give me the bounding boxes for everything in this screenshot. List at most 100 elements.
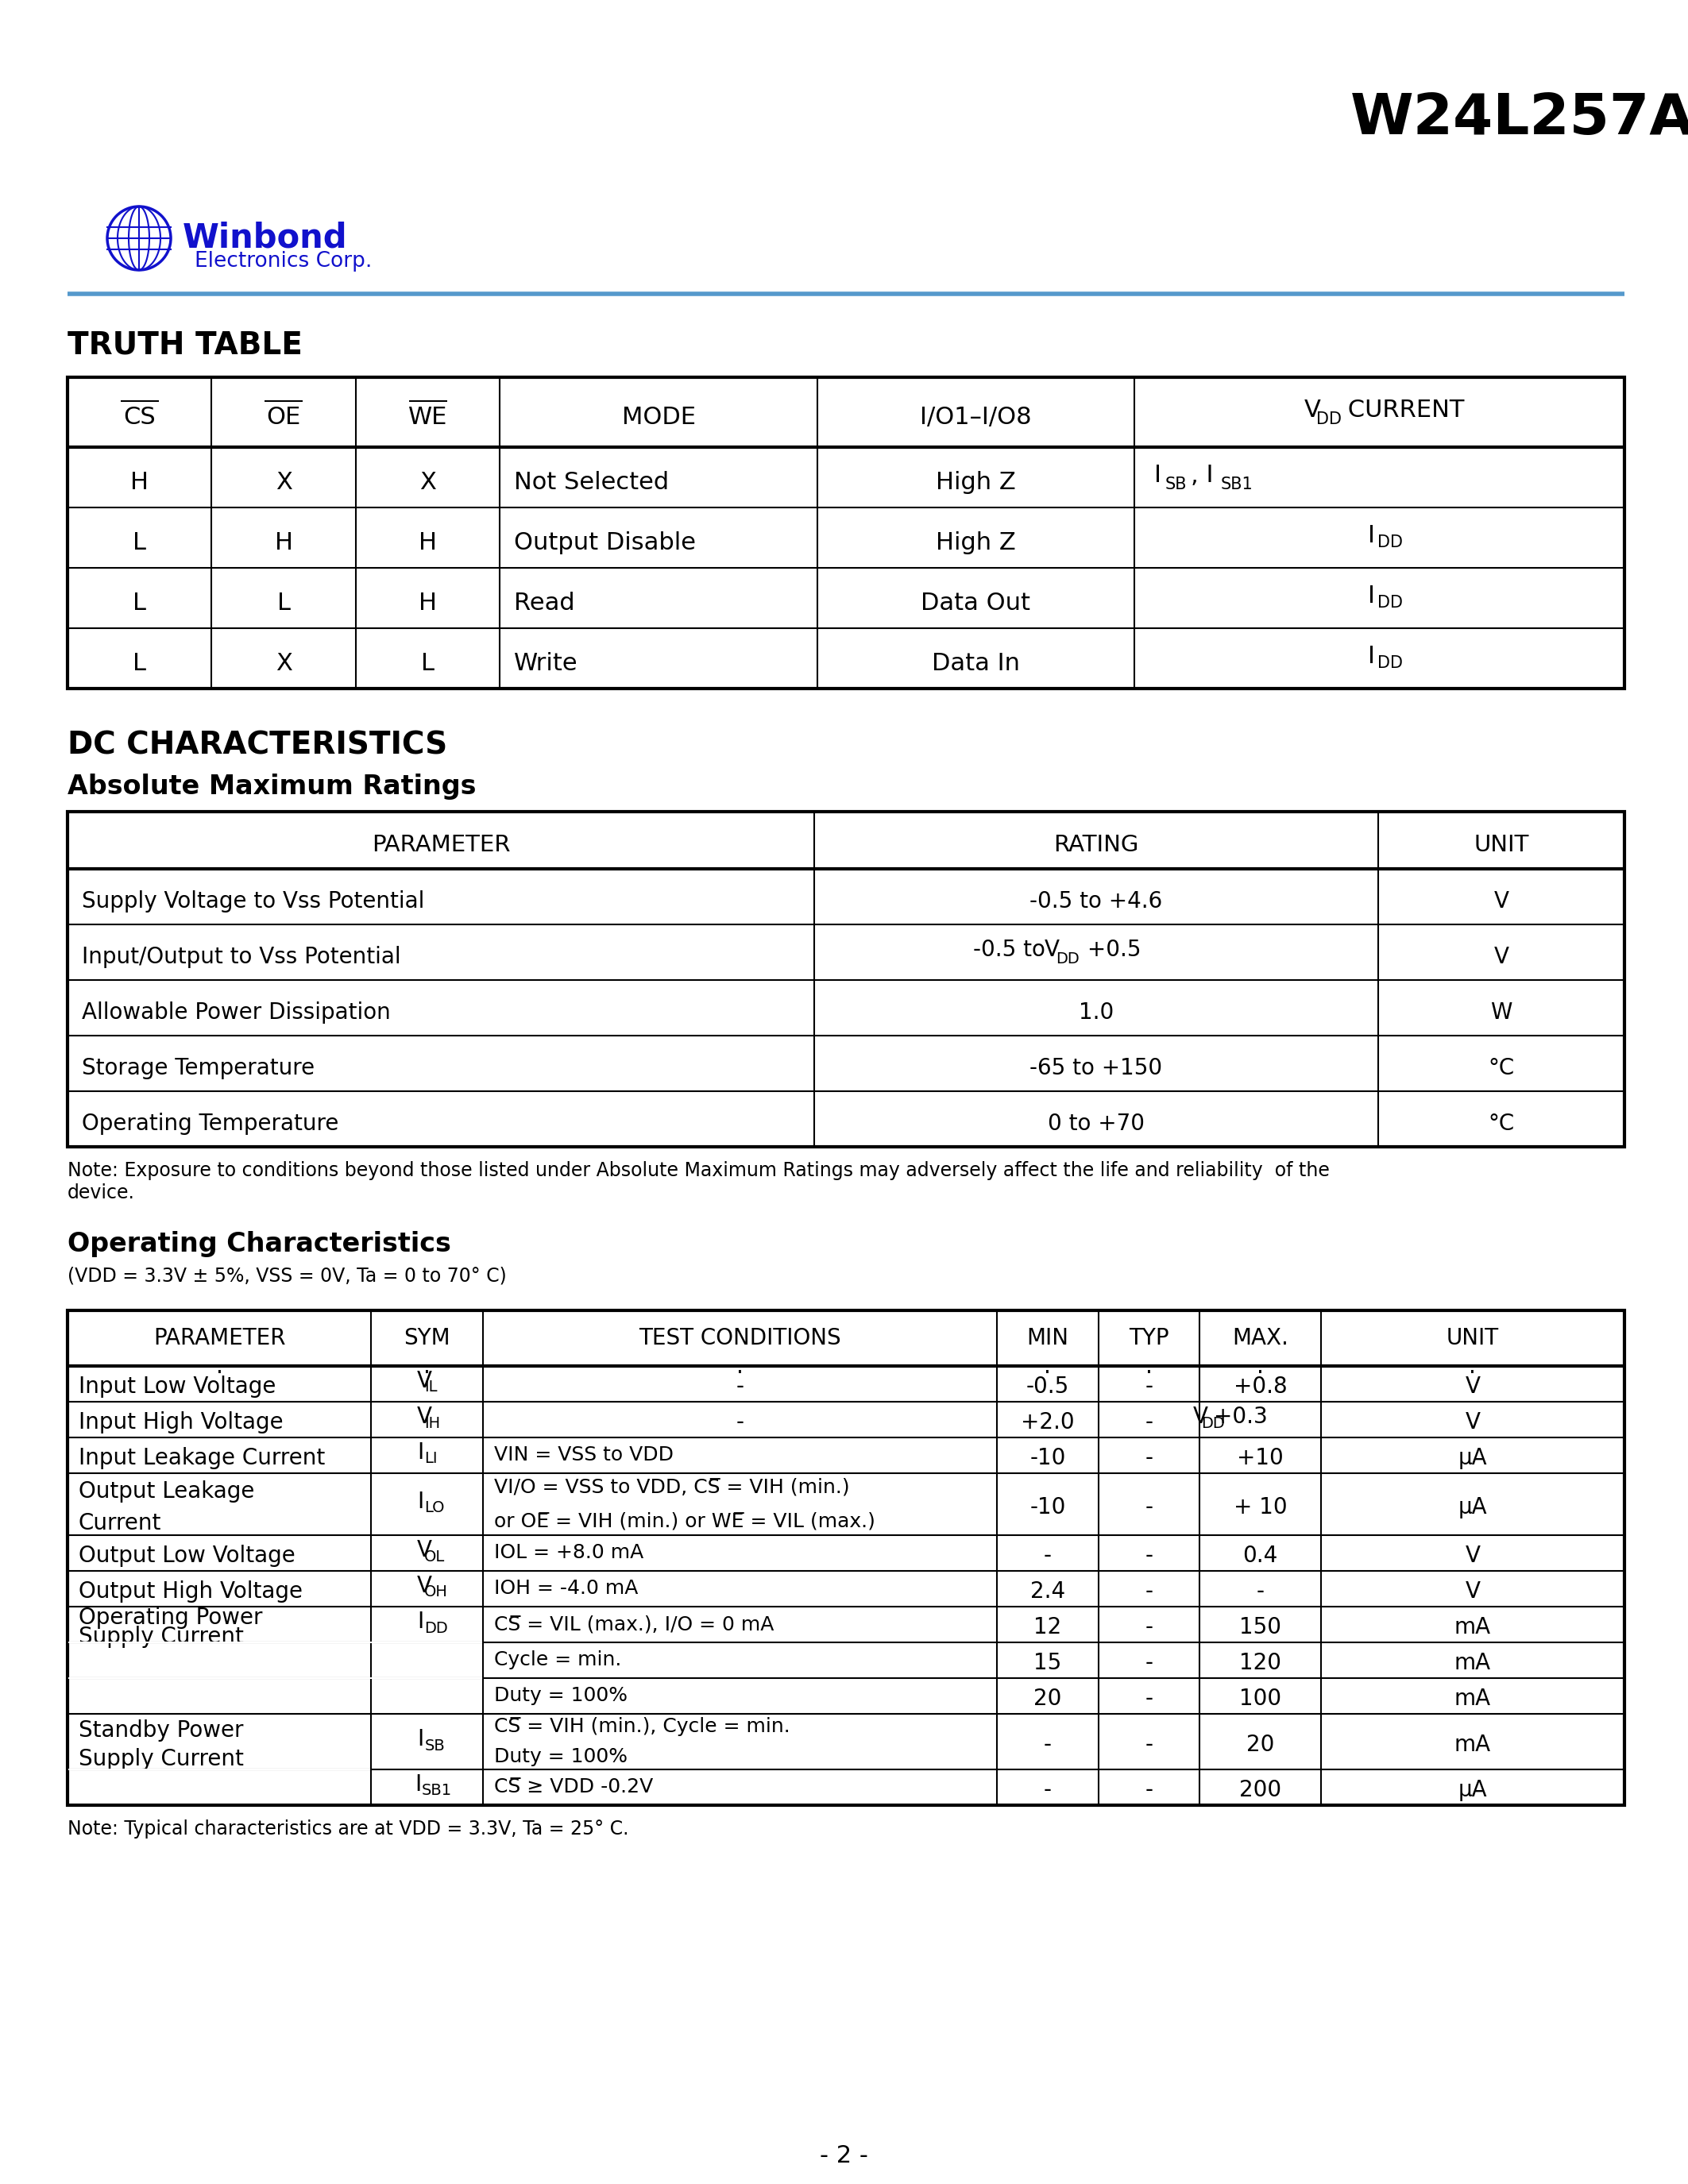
- Text: mA: mA: [1455, 1688, 1491, 1710]
- Text: CS: CS: [123, 406, 155, 428]
- Text: Output Low Voltage: Output Low Voltage: [79, 1544, 295, 1566]
- Text: -10: -10: [1030, 1448, 1065, 1470]
- Text: CS̅ ≥ VDD -0.2V: CS̅ ≥ VDD -0.2V: [495, 1778, 653, 1797]
- Text: V: V: [1303, 397, 1320, 422]
- Text: I: I: [1367, 583, 1376, 607]
- Text: +0.5: +0.5: [1080, 939, 1141, 961]
- Text: -65 to +150: -65 to +150: [1030, 1057, 1163, 1079]
- Text: V: V: [417, 1575, 432, 1597]
- Text: I: I: [417, 1728, 424, 1749]
- Text: CURRENT: CURRENT: [1340, 397, 1465, 422]
- Text: DD: DD: [424, 1621, 447, 1636]
- Text: TRUTH TABLE: TRUTH TABLE: [68, 330, 302, 360]
- Text: OH: OH: [424, 1586, 447, 1601]
- Text: X: X: [275, 470, 292, 494]
- Text: °C: °C: [1489, 1057, 1514, 1079]
- Text: V: V: [1465, 1544, 1480, 1566]
- Text: H: H: [275, 531, 294, 555]
- Text: -: -: [1144, 1581, 1153, 1603]
- Text: W: W: [1491, 1002, 1512, 1024]
- Text: °C: °C: [1489, 1112, 1514, 1136]
- Text: IOH = -4.0 mA: IOH = -4.0 mA: [495, 1579, 638, 1599]
- Text: mA: mA: [1455, 1734, 1491, 1756]
- Text: Note: Typical characteristics are at VDD = 3.3V, Ta = 25° C.: Note: Typical characteristics are at VDD…: [68, 1819, 628, 1839]
- Text: IH: IH: [424, 1415, 441, 1431]
- Text: -: -: [1144, 1780, 1153, 1802]
- Text: MAX.: MAX.: [1232, 1328, 1288, 1350]
- Text: Input Low Voltage: Input Low Voltage: [79, 1376, 275, 1398]
- Text: Duty = 100%: Duty = 100%: [495, 1686, 628, 1706]
- Text: -: -: [736, 1376, 744, 1398]
- Text: H: H: [419, 592, 437, 614]
- Text: V: V: [1465, 1581, 1480, 1603]
- Text: -: -: [1144, 1688, 1153, 1710]
- Text: High Z: High Z: [935, 531, 1016, 555]
- Text: .: .: [424, 1356, 430, 1378]
- Text: -10: -10: [1030, 1496, 1065, 1518]
- Text: -: -: [1144, 1734, 1153, 1756]
- Text: -: -: [1256, 1581, 1264, 1603]
- Text: 0 to +70: 0 to +70: [1048, 1112, 1144, 1136]
- Text: DD: DD: [1377, 655, 1403, 670]
- Text: LO: LO: [424, 1500, 444, 1516]
- Text: TEST CONDITIONS: TEST CONDITIONS: [640, 1328, 841, 1350]
- Text: device.: device.: [68, 1184, 135, 1203]
- Text: -: -: [1144, 1411, 1153, 1433]
- Text: -: -: [1043, 1780, 1052, 1802]
- Text: V: V: [417, 1369, 432, 1391]
- Text: I/O1–I/O8: I/O1–I/O8: [920, 406, 1031, 428]
- Text: X: X: [420, 470, 436, 494]
- Text: V: V: [417, 1406, 432, 1428]
- Text: DD: DD: [1377, 594, 1403, 609]
- Text: 0.4: 0.4: [1242, 1544, 1278, 1566]
- Text: SB1: SB1: [1220, 476, 1252, 491]
- Text: I: I: [1155, 463, 1161, 487]
- Text: .: .: [1256, 1356, 1264, 1378]
- Text: Electronics Corp.: Electronics Corp.: [194, 251, 371, 271]
- Text: +0.3: +0.3: [1214, 1406, 1268, 1428]
- Text: VIN = VSS to VDD: VIN = VSS to VDD: [495, 1446, 674, 1465]
- Text: Not Selected: Not Selected: [515, 470, 670, 494]
- Text: -: -: [736, 1411, 744, 1433]
- Text: -: -: [1043, 1544, 1052, 1566]
- Text: -: -: [1144, 1616, 1153, 1638]
- Text: OL: OL: [424, 1548, 446, 1564]
- Text: L: L: [133, 651, 147, 675]
- Text: MODE: MODE: [621, 406, 695, 428]
- Text: Output High Voltage: Output High Voltage: [79, 1581, 302, 1603]
- Text: 150: 150: [1239, 1616, 1281, 1638]
- Text: Current: Current: [79, 1511, 162, 1535]
- Text: 15: 15: [1033, 1651, 1062, 1675]
- Text: L: L: [422, 651, 436, 675]
- Text: 120: 120: [1239, 1651, 1281, 1675]
- Text: V: V: [1494, 946, 1509, 968]
- Text: Storage Temperature: Storage Temperature: [81, 1057, 314, 1079]
- Text: Data In: Data In: [932, 651, 1020, 675]
- Text: MIN: MIN: [1026, 1328, 1069, 1350]
- Text: SYM: SYM: [403, 1328, 451, 1350]
- Text: .: .: [736, 1356, 744, 1378]
- Text: μA: μA: [1458, 1496, 1487, 1518]
- Text: OE: OE: [267, 406, 300, 428]
- Bar: [68, 812, 1624, 1147]
- Text: + 10: + 10: [1234, 1496, 1286, 1518]
- Text: .: .: [216, 1356, 223, 1378]
- Text: VI/O = VSS to VDD, CS̅ = VIH (min.): VI/O = VSS to VDD, CS̅ = VIH (min.): [495, 1479, 851, 1496]
- Text: DD: DD: [1377, 535, 1403, 550]
- Text: Note: Exposure to conditions beyond those listed under Absolute Maximum Ratings : Note: Exposure to conditions beyond thos…: [68, 1162, 1330, 1179]
- Bar: [68, 1310, 1624, 1806]
- Text: .: .: [1144, 1356, 1153, 1378]
- Text: or OE̅ = VIH (min.) or WE̅ = VIL (max.): or OE̅ = VIH (min.) or WE̅ = VIL (max.): [495, 1511, 876, 1531]
- Text: -: -: [1144, 1496, 1153, 1518]
- Text: 200: 200: [1239, 1780, 1281, 1802]
- Text: μA: μA: [1458, 1780, 1487, 1802]
- Text: WE: WE: [408, 406, 447, 428]
- Text: 12: 12: [1033, 1616, 1062, 1638]
- Text: I: I: [415, 1773, 420, 1795]
- Text: X: X: [275, 651, 292, 675]
- Text: -0.5: -0.5: [1026, 1376, 1069, 1398]
- Text: +2.0: +2.0: [1021, 1411, 1075, 1433]
- Text: Supply Current: Supply Current: [79, 1625, 243, 1647]
- Text: Read: Read: [515, 592, 576, 614]
- Text: Standby Power: Standby Power: [79, 1719, 243, 1741]
